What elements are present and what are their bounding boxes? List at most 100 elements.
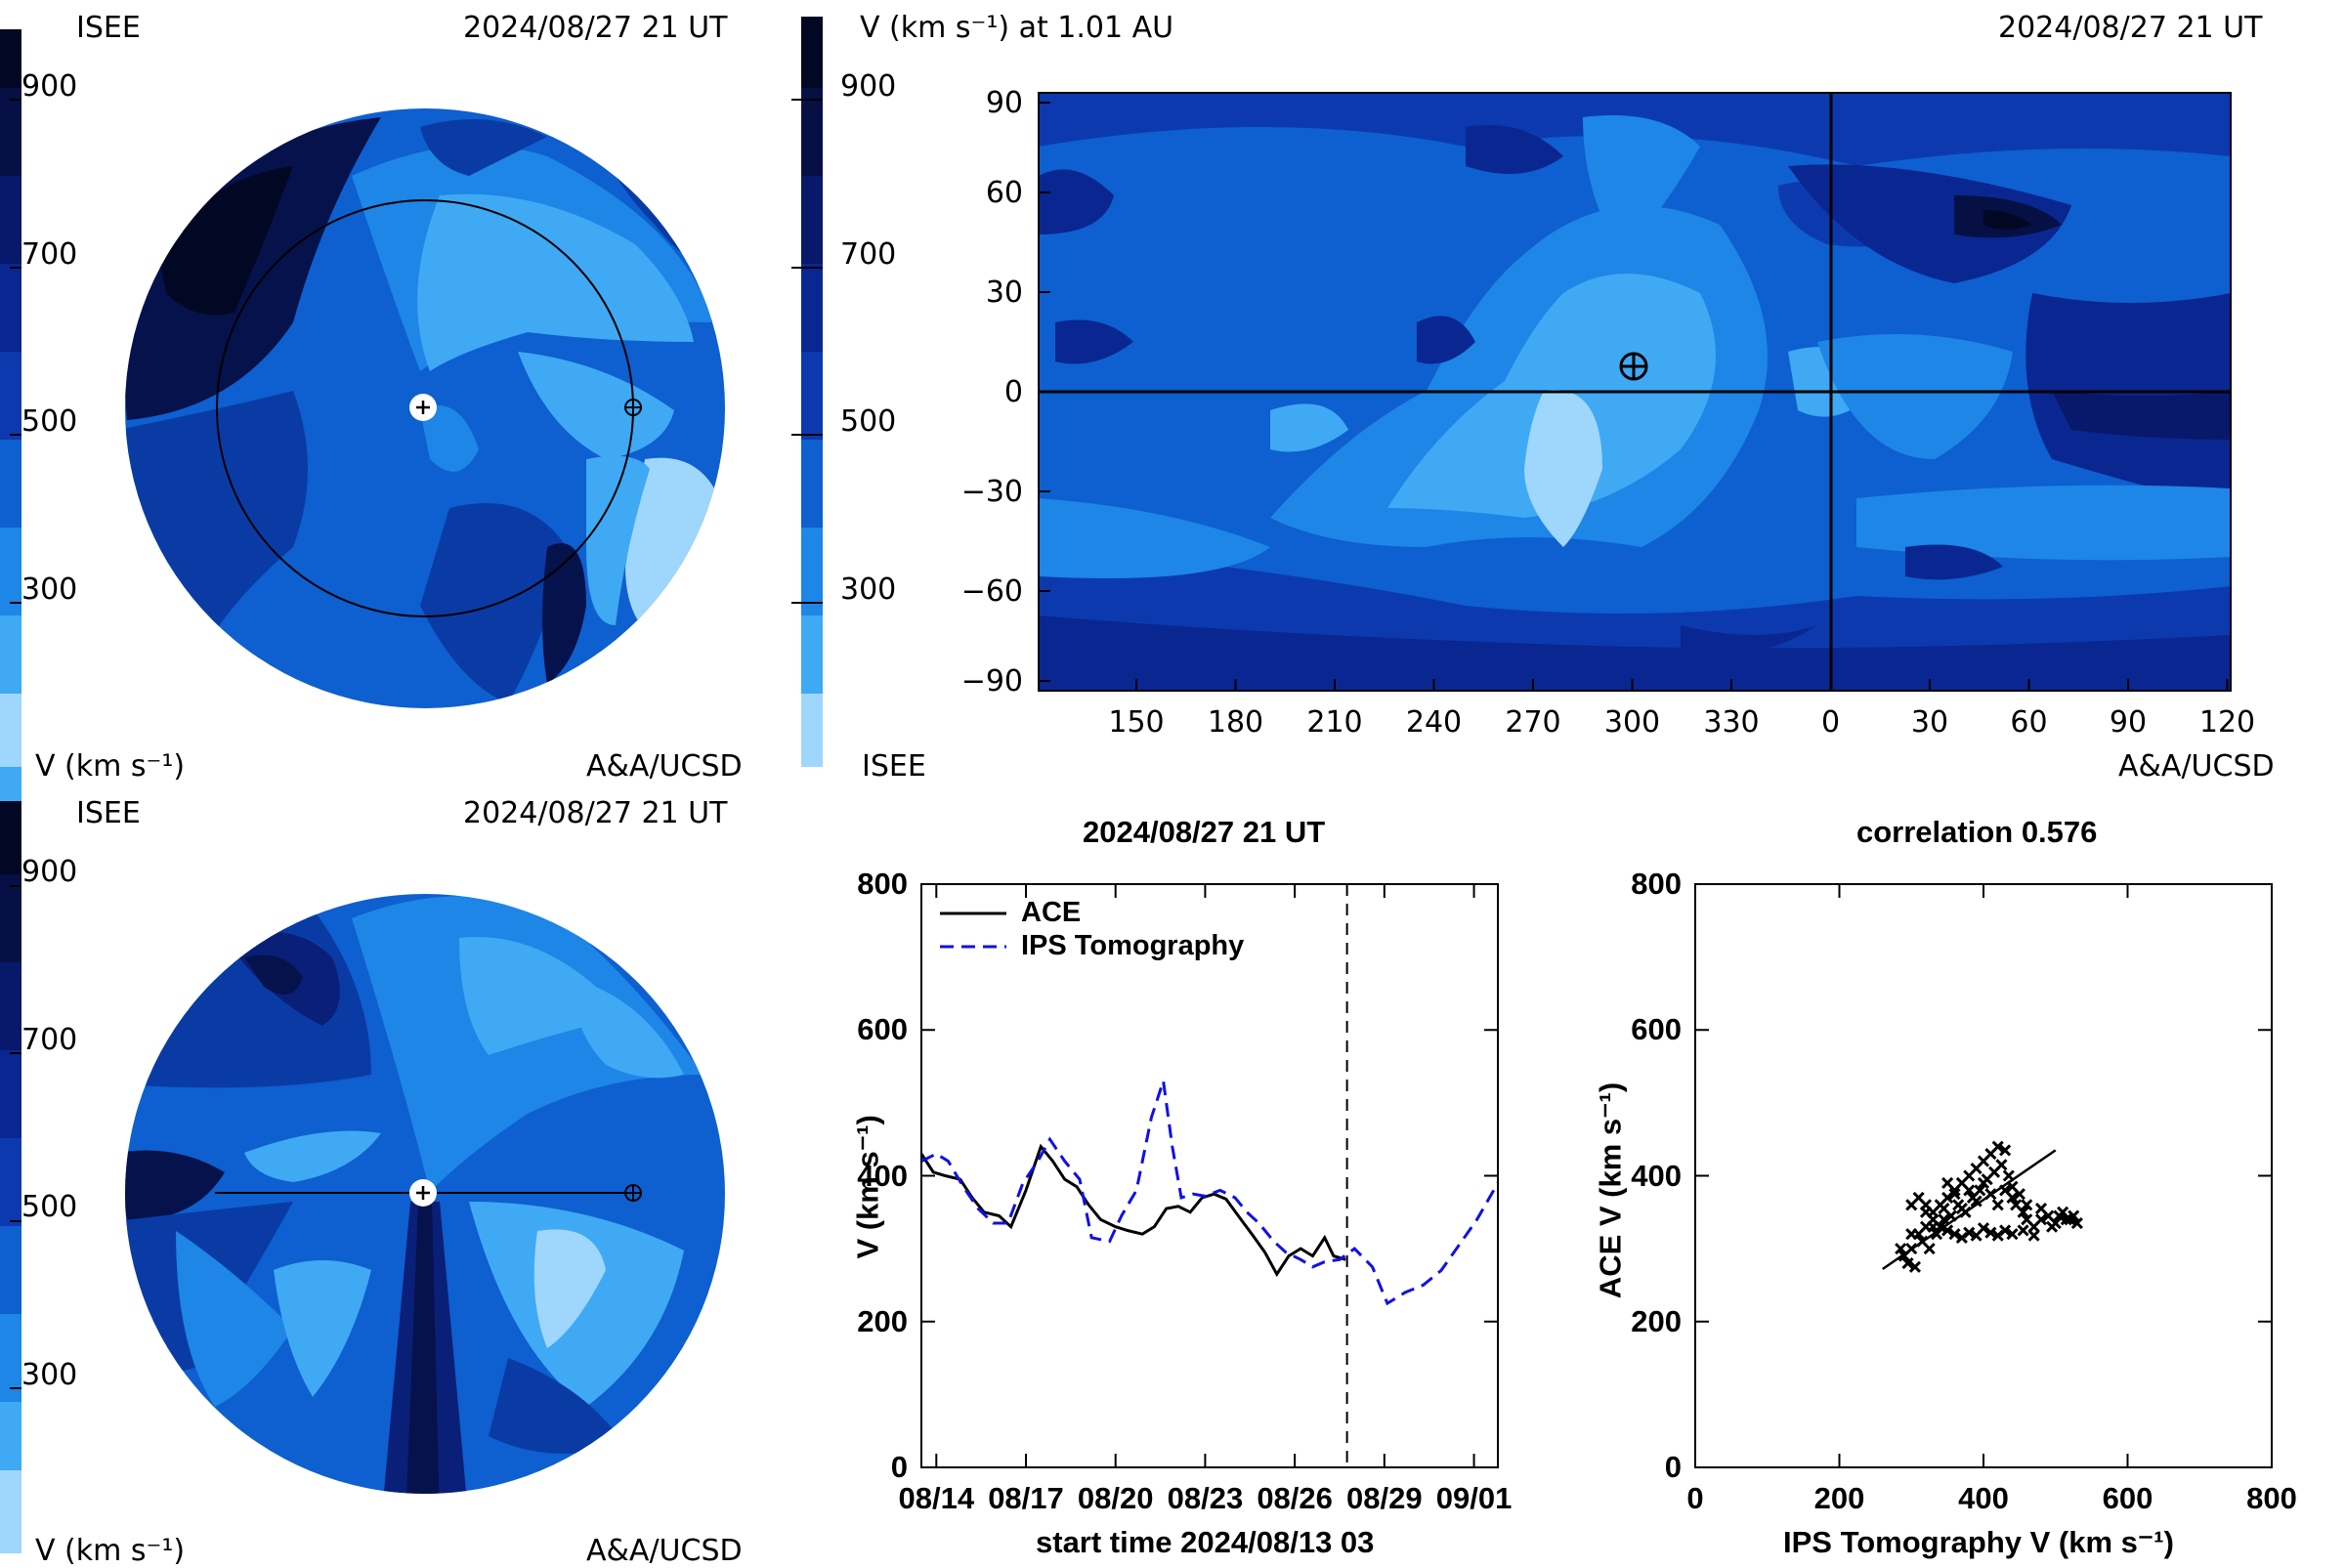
- bottom-left-time: 2024/08/27 21 UT: [463, 796, 728, 830]
- scatter-point: [1991, 1199, 2004, 1211]
- map-x-tick-label: 300: [1603, 705, 1661, 740]
- scatter-point: [1919, 1199, 1933, 1211]
- scatter-point: [2013, 1188, 2025, 1201]
- timeseries-y-tick-label: 400: [857, 1158, 908, 1193]
- scatter-point: [1901, 1256, 1914, 1270]
- scatter-point: [2027, 1229, 2040, 1242]
- top-left-unit: V (km s⁻¹): [35, 749, 186, 784]
- sun-marker-bottom: [409, 1179, 437, 1207]
- map-y-tick-label: 60: [985, 176, 1023, 210]
- ace-series-line: [921, 1143, 1346, 1278]
- timeseries-x-tick-label: 08/26: [1257, 1481, 1333, 1515]
- scatter-point: [1995, 1159, 2008, 1171]
- timeseries-plot: [920, 883, 1499, 1468]
- map-title: V (km s⁻¹) at 1.01 AU: [860, 11, 1174, 45]
- timeseries-xlabel: start time 2024/08/13 03: [1036, 1525, 1375, 1559]
- map-y-tick-label: −30: [960, 475, 1023, 509]
- colorbar-tick-900-c: 900: [21, 855, 78, 889]
- top-left-time: 2024/08/27 21 UT: [463, 11, 728, 45]
- map-y-tick-label: 90: [985, 86, 1023, 120]
- map-y-tick-label: 0: [1003, 375, 1023, 409]
- map-x-tick-label: 30: [1910, 705, 1949, 740]
- scatter-point: [2006, 1191, 2019, 1204]
- scatter-point: [2070, 1216, 2083, 1230]
- map-x-tick-label: 240: [1405, 705, 1463, 740]
- scatter-point: [1938, 1203, 1950, 1215]
- timeseries-y-tick-label: 600: [857, 1012, 908, 1047]
- map-x-tick-label: 180: [1207, 705, 1264, 740]
- scatter-point: [1938, 1213, 1950, 1226]
- legend-ips-label: IPS Tomography: [1021, 930, 1245, 961]
- scatter-point: [1974, 1184, 1986, 1197]
- map-y-tick-label: −90: [960, 664, 1023, 699]
- scatter-y-tick-label: 600: [1631, 1012, 1682, 1047]
- scatter-point: [1955, 1231, 1968, 1244]
- scatter-ylabel: ACE V (km s⁻¹): [1593, 1081, 1628, 1299]
- scatter-point: [2068, 1209, 2080, 1222]
- scatter-point: [1999, 1144, 2012, 1157]
- ips-series-line: [921, 1081, 1498, 1306]
- colorbar-map: [801, 17, 823, 767]
- timeseries-x-tick-label: 08/23: [1167, 1481, 1244, 1515]
- scatter-x-tick-label: 400: [1958, 1481, 2009, 1515]
- scatter-point: [1984, 1226, 1997, 1239]
- map-ticks: [1039, 102, 2229, 691]
- scatter-plot: [1694, 883, 2273, 1468]
- scatter-point: [1905, 1228, 1918, 1241]
- sun-marker-top: [409, 394, 437, 421]
- timeseries-x-tick-label: 08/14: [898, 1481, 975, 1515]
- scatter-point: [1977, 1222, 1990, 1235]
- scatter-y-tick-label: 200: [1631, 1303, 1682, 1338]
- bottom-left-credit: A&A/UCSD: [586, 1534, 743, 1568]
- scatter-y-tick-label: 800: [1631, 867, 1682, 901]
- scatter-fit-line: [1882, 1149, 2057, 1271]
- scatter-point: [1941, 1176, 1954, 1190]
- map-x-tick-label: 120: [2198, 705, 2256, 740]
- scatter-point: [1895, 1243, 1907, 1255]
- scatter-x-tick-label: 800: [2246, 1481, 2297, 1515]
- map-y-tick-label: 30: [985, 275, 1023, 310]
- scatter-x-tick-label: 200: [1813, 1481, 1865, 1515]
- timeseries-x-tick-label: 08/20: [1077, 1481, 1154, 1515]
- polar-plot-top: [125, 108, 725, 708]
- scatter-point: [1999, 1224, 2012, 1237]
- bottom-left-org: ISEE: [76, 796, 141, 830]
- scatter-point: [2021, 1199, 2033, 1211]
- scatter-point: [2060, 1213, 2072, 1226]
- map-x-tick-label: 270: [1505, 705, 1561, 740]
- scatter-point: [2046, 1220, 2059, 1233]
- scatter-point: [1991, 1229, 2004, 1242]
- colorbar-tick-300-c: 300: [21, 1358, 78, 1392]
- map-y-tick-label: −60: [960, 574, 1023, 609]
- scatter-point: [1963, 1184, 1976, 1197]
- timeseries-x-tick-label: 08/17: [988, 1481, 1064, 1515]
- scatter-point: [2006, 1228, 2019, 1241]
- colorbar-tick-900-b: 900: [840, 69, 897, 104]
- scatter-point: [2053, 1209, 2066, 1222]
- colorbar-tick-500-b: 500: [840, 404, 897, 439]
- scatter-point: [1991, 1140, 2004, 1153]
- map-time: 2024/08/27 21 UT: [1998, 11, 2263, 45]
- map-org: ISEE: [862, 749, 926, 784]
- map-x-tick-label: 210: [1306, 705, 1363, 740]
- colorbar-left-bottom: [0, 801, 21, 1553]
- colorbar-tick-900-a: 900: [21, 69, 78, 104]
- map-x-tick-label: 90: [2109, 705, 2148, 740]
- scatter-title: correlation 0.576: [1856, 815, 2098, 849]
- scatter-xlabel: IPS Tomography V (km s⁻¹): [1783, 1525, 2174, 1559]
- map-x-tick-label: 0: [1820, 705, 1841, 740]
- colorbar-tick-700-c: 700: [21, 1023, 78, 1057]
- scatter-point: [2034, 1213, 2048, 1226]
- earth-symbol-top: [624, 399, 642, 416]
- scatter-point: [1970, 1195, 1983, 1208]
- colorbar-tick-500-c: 500: [21, 1190, 78, 1224]
- timeseries-y-tick-label: 800: [857, 867, 908, 901]
- earth-symbol-bottom: [624, 1184, 642, 1202]
- scatter-point: [1948, 1228, 1961, 1241]
- colorbar-tick-300-b: 300: [840, 572, 897, 607]
- colorbar-left-top-segments: [0, 29, 21, 767]
- earth-symbol-map: [1619, 352, 1648, 381]
- colorbar-tick-700-b: 700: [840, 237, 897, 272]
- scatter-point: [2017, 1224, 2029, 1237]
